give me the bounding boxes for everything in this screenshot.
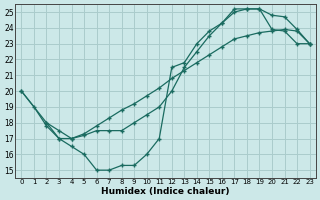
X-axis label: Humidex (Indice chaleur): Humidex (Indice chaleur) (101, 187, 230, 196)
